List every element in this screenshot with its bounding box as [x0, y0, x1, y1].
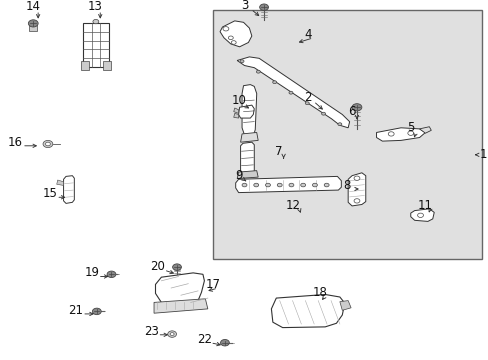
Circle shape [300, 183, 305, 187]
Text: 13: 13 [88, 0, 102, 13]
Circle shape [231, 41, 236, 44]
Circle shape [312, 183, 317, 187]
Polygon shape [240, 132, 258, 142]
Circle shape [353, 176, 359, 180]
Polygon shape [419, 127, 430, 133]
Text: 7: 7 [274, 145, 282, 158]
Circle shape [351, 104, 361, 111]
Circle shape [321, 112, 325, 115]
Text: 14: 14 [26, 0, 41, 13]
Text: 18: 18 [312, 286, 327, 299]
Circle shape [253, 183, 258, 187]
Text: 6: 6 [347, 105, 355, 118]
Polygon shape [102, 61, 111, 70]
Circle shape [417, 213, 423, 217]
Circle shape [288, 91, 292, 94]
Text: 16: 16 [8, 136, 23, 149]
Text: 3: 3 [240, 0, 248, 12]
Circle shape [353, 199, 359, 203]
Circle shape [265, 183, 270, 187]
Circle shape [277, 183, 282, 187]
Circle shape [259, 4, 268, 10]
Text: 17: 17 [205, 278, 220, 291]
Circle shape [172, 264, 181, 270]
Bar [212, 10, 481, 259]
Text: 22: 22 [197, 333, 211, 346]
Circle shape [223, 27, 228, 31]
Polygon shape [83, 23, 108, 67]
Circle shape [28, 20, 38, 27]
Polygon shape [233, 113, 238, 118]
Circle shape [92, 308, 101, 315]
Polygon shape [235, 176, 341, 193]
Circle shape [288, 183, 293, 187]
Polygon shape [339, 301, 350, 310]
Circle shape [387, 132, 393, 136]
Polygon shape [63, 176, 74, 203]
Circle shape [242, 183, 246, 187]
Text: 2: 2 [304, 91, 311, 104]
Polygon shape [81, 61, 89, 70]
Polygon shape [410, 209, 433, 221]
Polygon shape [233, 108, 238, 113]
Polygon shape [376, 128, 425, 141]
Text: 1: 1 [478, 148, 486, 161]
Text: 11: 11 [417, 199, 432, 212]
Polygon shape [237, 57, 349, 128]
Text: 8: 8 [343, 179, 350, 192]
Polygon shape [237, 171, 258, 179]
Text: 15: 15 [43, 187, 58, 200]
Text: 4: 4 [304, 28, 311, 41]
Text: 5: 5 [406, 121, 414, 134]
Circle shape [45, 142, 50, 146]
Polygon shape [271, 294, 344, 328]
Polygon shape [238, 105, 254, 118]
Circle shape [167, 331, 176, 337]
Polygon shape [220, 21, 251, 47]
Circle shape [324, 183, 328, 187]
Polygon shape [57, 180, 63, 185]
Circle shape [220, 339, 229, 346]
Circle shape [228, 36, 233, 40]
Text: 21: 21 [68, 304, 83, 317]
Circle shape [170, 333, 174, 336]
Circle shape [305, 102, 308, 105]
Polygon shape [240, 142, 254, 175]
Polygon shape [155, 273, 204, 310]
Text: 20: 20 [150, 260, 165, 273]
Text: 12: 12 [285, 199, 300, 212]
Polygon shape [154, 299, 207, 313]
Polygon shape [242, 85, 256, 138]
Polygon shape [29, 25, 37, 31]
Circle shape [337, 123, 341, 126]
Circle shape [240, 60, 244, 63]
Circle shape [107, 271, 116, 278]
Circle shape [93, 19, 99, 24]
Text: 23: 23 [144, 325, 159, 338]
Circle shape [407, 131, 413, 135]
Polygon shape [347, 173, 365, 206]
Circle shape [272, 81, 276, 84]
Text: 19: 19 [84, 266, 99, 279]
Circle shape [43, 140, 53, 148]
Text: 9: 9 [234, 169, 242, 182]
Text: 10: 10 [231, 94, 245, 107]
Circle shape [256, 70, 260, 73]
